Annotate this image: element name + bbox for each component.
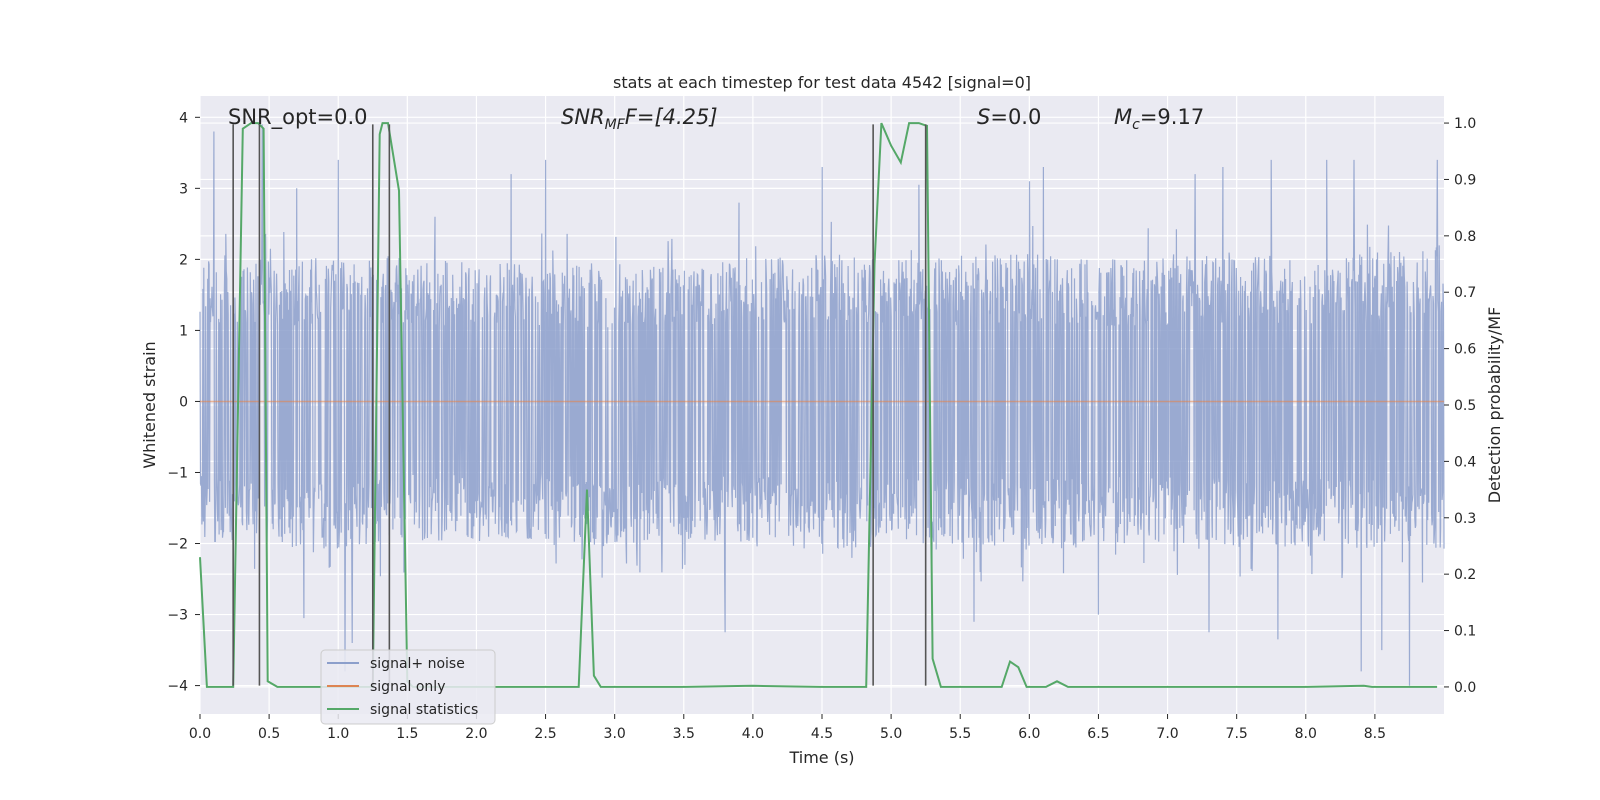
y-tick-label-2: 2 — [179, 252, 188, 268]
annotation-mc: Mc=9.17 — [1114, 105, 1204, 133]
legend-entry-signal-only: signal only — [370, 679, 445, 695]
signal-statistics-line — [199, 122, 1438, 688]
legend-box — [320, 649, 496, 725]
y2-tick-label-1: 0.1 — [1454, 624, 1476, 640]
x-tick-label-2: 1.0 — [327, 726, 349, 742]
x-axis-ticks: 0.0 0.5 1.0 1.5 2.0 2.5 3.0 3.5 4.0 4.5 5.0 5.5 6.0 6… — [189, 714, 1386, 742]
annotation-s: S=0.0 — [977, 105, 1041, 129]
x-axis-label: Time (s) — [788, 748, 854, 767]
x-tick-label-0: 0.0 — [189, 726, 211, 742]
y2-tick-label-2: 0.2 — [1454, 567, 1476, 583]
y-tick-label-4: 0 — [179, 394, 188, 410]
y2-tick-label-6: 0.6 — [1454, 342, 1476, 358]
annotation-snr-mf-value: F=[4.25] — [625, 105, 718, 129]
annotation-snr-mf: SNRMFF=[4.25] — [561, 105, 718, 133]
y-axis-ticks: 4 3 2 1 0 −1 −2 −3 −4 — [167, 110, 200, 695]
y2-tick-label-9: 0.9 — [1454, 172, 1476, 188]
y2-tick-label-5: 0.5 — [1454, 398, 1476, 414]
annotation-s-value: =0.0 — [990, 105, 1041, 129]
x-tick-label-4: 2.0 — [465, 726, 487, 742]
y-axis-label: Whitened strain — [140, 341, 159, 468]
y-tick-label-0: 4 — [179, 110, 188, 126]
y-tick-label-7: −3 — [167, 608, 188, 624]
annotation-mc-sub: c — [1132, 117, 1140, 133]
y2-tick-label-7: 0.7 — [1454, 285, 1476, 301]
legend: signal+ noise signal only signal statist… — [320, 649, 496, 725]
annotation-mc-italic: M — [1114, 105, 1132, 129]
x-tick-label-8: 4.0 — [742, 726, 764, 742]
y2-tick-label-10: 1.0 — [1454, 116, 1476, 132]
y-tick-label-1: 3 — [179, 181, 188, 197]
y2-tick-label-3: 0.3 — [1454, 511, 1476, 527]
x-tick-label-12: 6.0 — [1018, 726, 1040, 742]
x-tick-label-7: 3.5 — [673, 726, 695, 742]
annotation-snr-mf-sub: MF — [605, 117, 626, 133]
x-tick-label-14: 7.0 — [1156, 726, 1178, 742]
y-tick-label-3: 1 — [179, 323, 188, 339]
x-tick-label-15: 7.5 — [1226, 726, 1248, 742]
vertical-markers — [232, 124, 927, 686]
y2-tick-label-4: 0.4 — [1454, 454, 1476, 470]
x-tick-label-3: 1.5 — [396, 726, 418, 742]
annotation-snr-mf-prefix: SNR — [561, 105, 605, 129]
y2-tick-label-0: 0.0 — [1454, 680, 1476, 696]
annotation-mc-value: =9.17 — [1140, 105, 1204, 129]
x-tick-label-10: 5.0 — [880, 726, 902, 742]
x-tick-label-16: 8.0 — [1295, 726, 1317, 742]
x-tick-label-13: 6.5 — [1087, 726, 1109, 742]
legend-entry-signal-noise: signal+ noise — [370, 656, 465, 672]
annotation-snr-opt: SNR_opt=0.0 — [228, 105, 368, 130]
x-tick-label-9: 4.5 — [811, 726, 833, 742]
signal-noise-line — [199, 124, 1445, 686]
y2-axis-ticks: 0.0 0.1 0.2 0.3 0.4 0.5 0.6 0.7 0.8 0.9 1.0 — [1444, 116, 1476, 696]
y2-axis-label: Detection probability/MF — [1485, 307, 1504, 504]
y-tick-label-5: −1 — [167, 465, 188, 481]
x-tick-label-6: 3.0 — [604, 726, 626, 742]
legend-entry-signal-statistics: signal statistics — [370, 702, 478, 718]
x-tick-label-1: 0.5 — [258, 726, 280, 742]
y2-tick-label-8: 0.8 — [1454, 229, 1476, 245]
chart-title: stats at each timestep for test data 454… — [613, 73, 1031, 92]
series-signal-statistics — [199, 122, 1438, 688]
annotation-s-italic: S — [977, 105, 990, 129]
y-tick-label-6: −2 — [167, 537, 188, 553]
x-tick-label-5: 2.5 — [534, 726, 556, 742]
y-tick-label-8: −4 — [167, 679, 188, 695]
x-tick-label-17: 8.5 — [1364, 726, 1386, 742]
series-signal-noise — [199, 124, 1445, 686]
x-tick-label-11: 5.5 — [949, 726, 971, 742]
